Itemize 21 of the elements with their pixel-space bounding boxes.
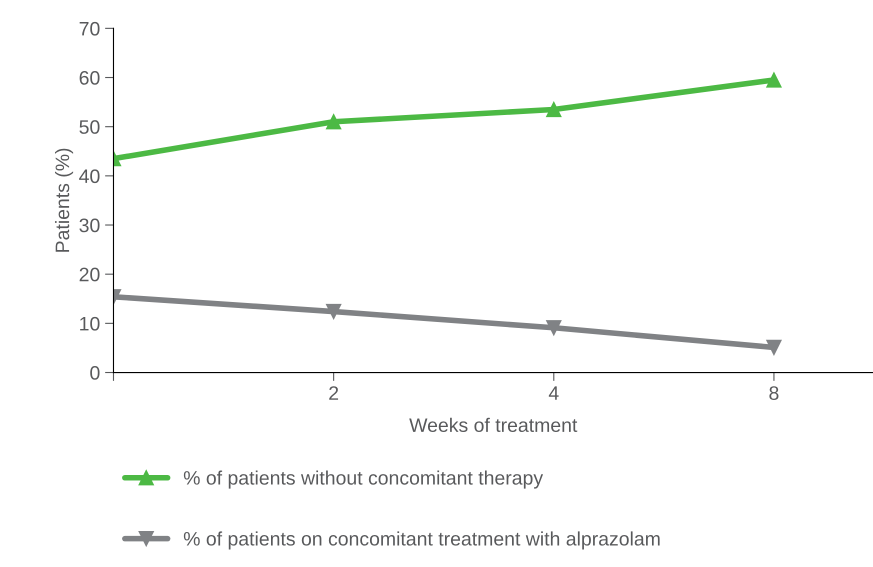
- point: [326, 304, 342, 320]
- x-axis-title: Weeks of treatment: [409, 418, 578, 432]
- y-tick-label: 20: [80, 268, 100, 282]
- y-tick-label: 30: [79, 218, 100, 232]
- point: [766, 72, 782, 88]
- y-tick-label: 50: [79, 120, 100, 134]
- y-axis-title: Patients (%): [54, 148, 74, 252]
- legend-label: % of patients on concomitant treatment with alprazolam: [184, 531, 660, 550]
- y-tick-label: 10: [80, 316, 100, 331]
- point: [766, 340, 782, 356]
- x-tick-label: 2: [329, 386, 338, 400]
- point: [326, 114, 342, 130]
- legend-label: % of patients without concomitant therapy: [184, 470, 544, 489]
- x-tick-label: 4: [548, 386, 559, 400]
- y-tick-label: 70: [80, 22, 100, 36]
- point: [546, 102, 562, 118]
- y-tick-label: 0: [90, 366, 100, 380]
- y-tick-label: 60: [80, 70, 100, 85]
- y-tick-label: 40: [79, 169, 100, 184]
- x-tick-label: 8: [769, 386, 778, 400]
- point: [546, 320, 562, 336]
